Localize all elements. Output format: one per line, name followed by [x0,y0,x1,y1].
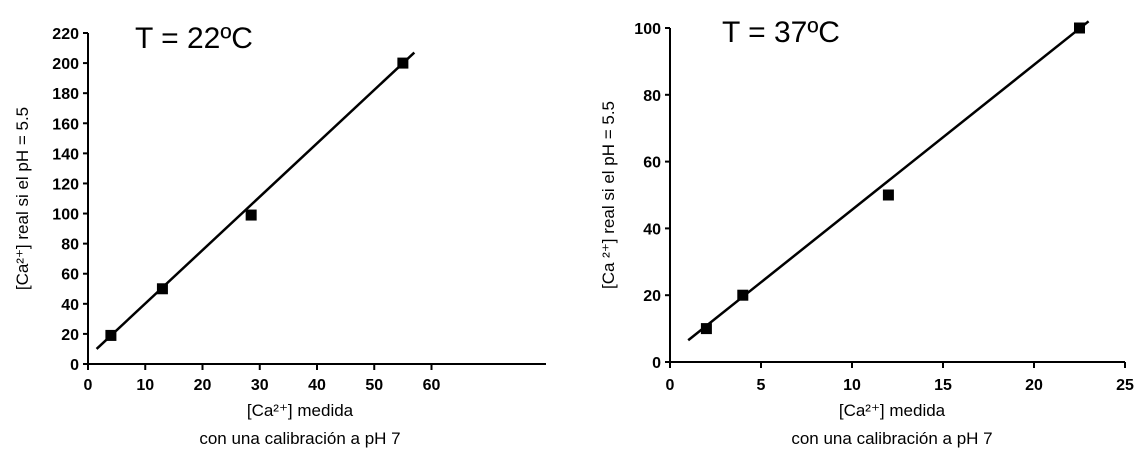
x-tick-label: 15 [934,377,952,394]
y-tick-label: 200 [52,56,79,73]
y-tick-label: 60 [643,155,661,172]
y-tick-label: 120 [52,176,79,193]
y-tick-label: 100 [634,21,661,38]
y-tick-label: 100 [52,207,79,224]
x-tick-label: 30 [251,377,269,394]
chart-title: T = 37ºC [722,16,840,49]
y-tick-label: 0 [70,357,79,374]
y-tick-label: 140 [52,146,79,163]
x-tick-label: 5 [757,377,766,394]
y-tick-label: 0 [652,355,661,372]
x-tick-label: 20 [194,377,212,394]
x-tick-label: 25 [1116,377,1134,394]
data-point [882,189,894,201]
y-tick-label: 160 [52,116,79,133]
data-point [105,329,117,341]
data-point [737,289,749,301]
x-tick-label: 10 [136,377,154,394]
y-tick-label: 80 [643,88,661,105]
x-axis-label-line2: con una calibración a pH 7 [199,429,400,448]
x-tick-label: 50 [365,377,383,394]
chart-panel-22c: T = 22ºC 0 20 40 60 80 100 120 140 160 180 200 220 0 1… [13,22,546,448]
data-point [245,209,257,221]
x-tick-label: 10 [843,377,861,394]
chart-title: T = 22ºC [135,22,253,55]
chart-panel-37c: T = 37ºC 0 20 40 60 80 100 0 5 10 15 20 25 [Ca²⁺] med… [599,16,1134,448]
y-axis-label: [Ca²⁺] real si el pH = 5.5 [13,107,32,290]
data-point [156,283,168,295]
y-tick-label: 20 [61,327,79,344]
x-axis-label: [Ca²⁺] medida [839,401,946,420]
y-tick-label: 40 [643,221,661,238]
x-axis-label: [Ca²⁺] medida [247,401,354,420]
y-tick-label: 20 [643,288,661,305]
x-tick-label: 0 [84,377,93,394]
fit-line [95,51,416,350]
y-tick-label: 40 [61,297,79,314]
data-point [700,323,712,335]
y-tick-label: 80 [61,237,79,254]
y-tick-label: 220 [52,26,79,43]
fit-line [687,20,1090,342]
x-tick-label: 40 [308,377,326,394]
y-tick-label: 60 [61,267,79,284]
data-point [1074,22,1085,34]
x-tick-label: 60 [423,377,441,394]
data-point [397,57,409,69]
x-tick-label: 0 [666,377,675,394]
x-axis-label-line2: con una calibración a pH 7 [791,429,992,448]
x-tick-label: 20 [1025,377,1043,394]
y-axis-label: [Ca ²⁺] real si el pH = 5.5 [599,101,618,289]
y-tick-label: 180 [52,86,79,103]
